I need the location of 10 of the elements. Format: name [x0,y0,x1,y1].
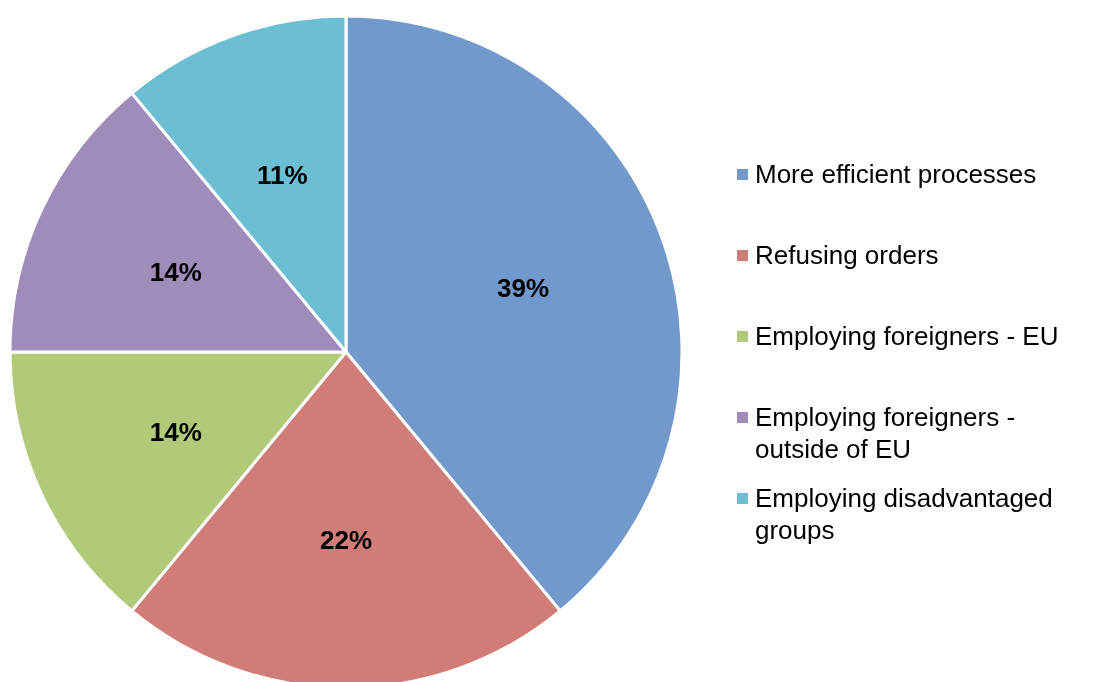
legend-label: Employing foreigners - outside of EU [755,402,1016,464]
data-label: 39% [497,273,550,304]
legend-label: Employing disadvantaged groups [755,483,1053,545]
data-label: 14% [149,256,202,287]
data-label: 22% [319,525,373,556]
data-label: 11% [256,159,308,190]
legend-label: More efficient processes [755,159,1037,189]
data-label: 14% [149,417,202,448]
legend-label: Employing foreigners - EU [755,321,1059,351]
legend-label: Refusing orders [755,240,939,270]
